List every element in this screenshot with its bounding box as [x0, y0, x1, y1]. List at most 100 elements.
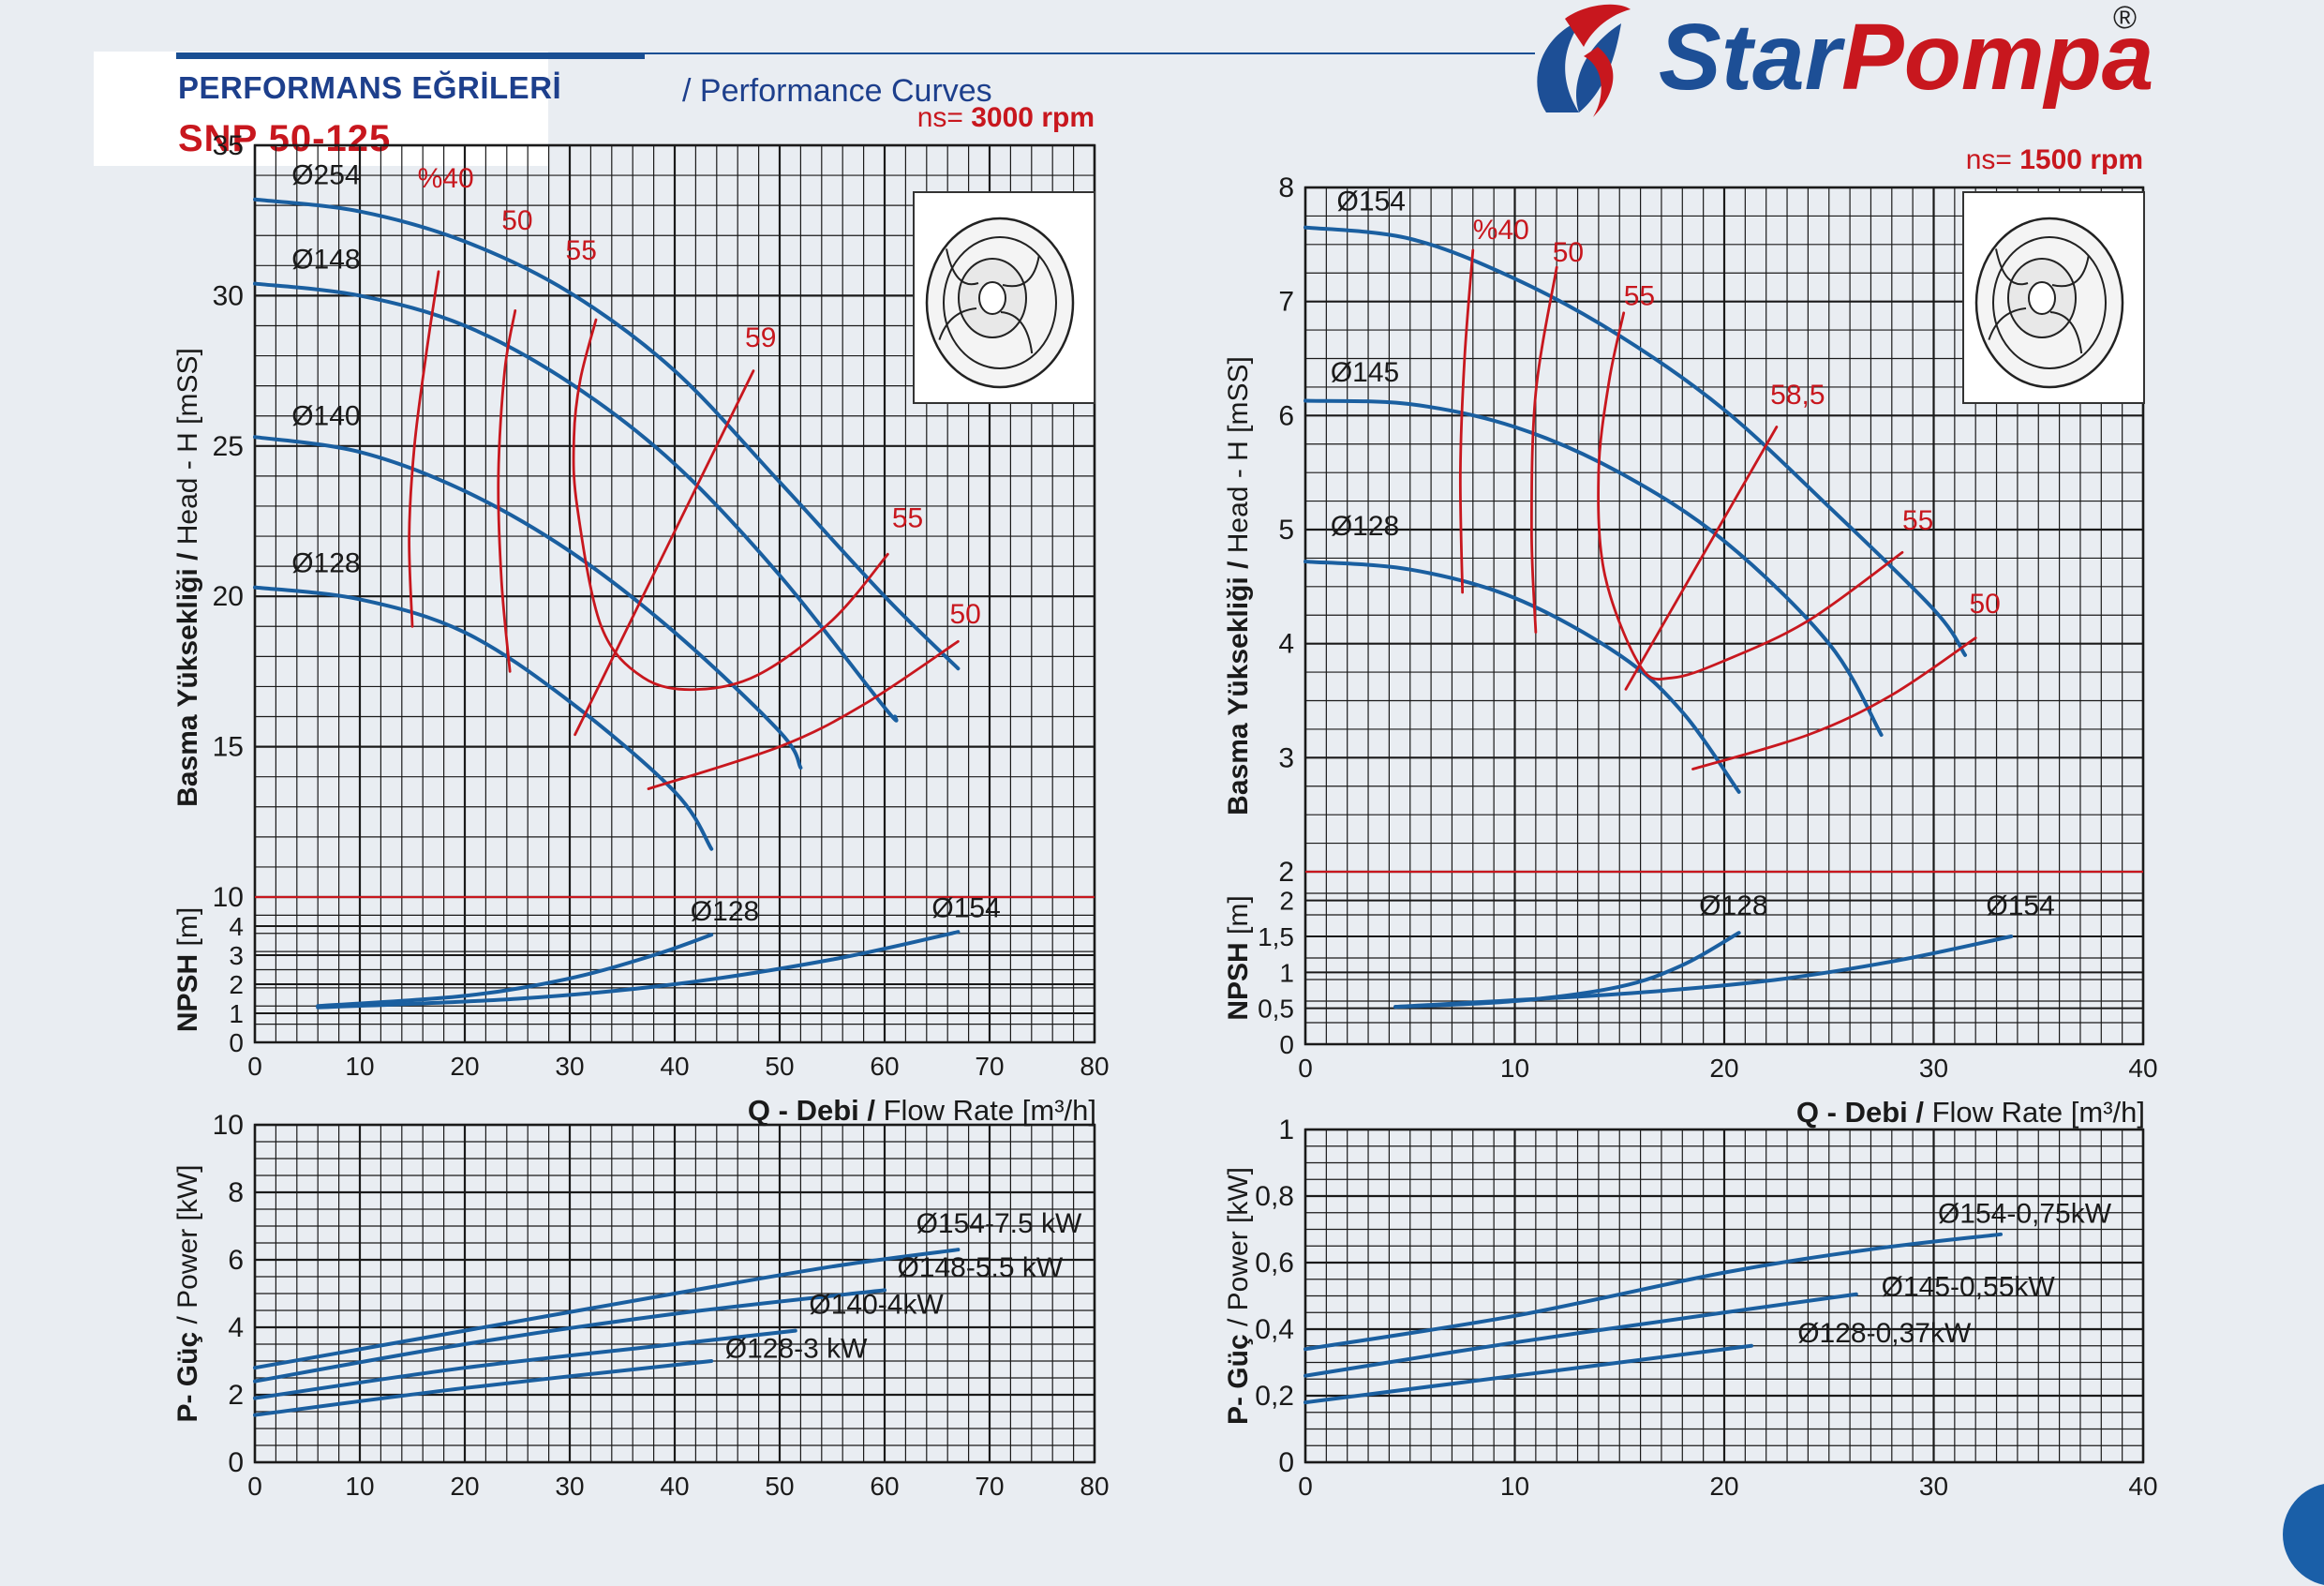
efficiency-label: 50 — [949, 599, 980, 630]
y-tick-label: 4 — [229, 912, 244, 941]
power-curve-label: Ø128-0,37kW — [1797, 1318, 1972, 1349]
power-curve — [1304, 1292, 1858, 1378]
y-tick-label: 3 — [229, 941, 244, 970]
y-tick-label: 20 — [213, 581, 244, 612]
head-axis-title-part: Basma Yüksekliği / — [1223, 553, 1254, 815]
npsh-axis-title-part: NPSH — [1223, 935, 1254, 1021]
x-tick-label: 50 — [765, 1052, 794, 1081]
x-axis-title-part: Flow Rate — [1932, 1096, 2071, 1129]
power-curve-label: Ø128-3 kW — [725, 1333, 868, 1364]
impeller-vane — [2051, 255, 2090, 288]
power-axis-title-part: / Power — [1223, 1223, 1254, 1326]
y-tick-label: 15 — [213, 732, 244, 763]
impeller-vane — [938, 307, 977, 340]
logo-star-text: Star — [1659, 5, 1841, 110]
x-tick-label: 20 — [450, 1052, 479, 1081]
logo-pompa-text: Pompa — [1841, 5, 2154, 110]
x-tick-label: 60 — [870, 1052, 899, 1081]
plot-frame — [1304, 186, 2145, 1046]
y-tick-label: 1,5 — [1258, 922, 1294, 951]
y-tick-label: 1 — [229, 999, 244, 1028]
head-curve-label: Ø128 — [291, 548, 360, 579]
y-tick-label: 2 — [1279, 887, 1294, 916]
npsh-curve — [316, 930, 961, 1010]
npsh-curve-label: Ø154 — [931, 893, 1000, 924]
y-tick-label: 0,2 — [1255, 1381, 1294, 1412]
x-tick-label: 0 — [247, 1052, 262, 1081]
impeller-icon — [1962, 191, 2145, 404]
power-axis-title-part: [kW] — [172, 1164, 203, 1220]
x-tick-label: 20 — [1709, 1472, 1738, 1501]
y-tick-label: 2 — [1278, 857, 1294, 888]
y-tick-label: 4 — [1278, 629, 1294, 660]
speed-value: 1500 rpm — [2019, 144, 2143, 175]
power-axis-title-part: P- Güç — [172, 1324, 203, 1423]
y-tick-label: 0 — [229, 1028, 244, 1057]
y-tick-label: 10 — [213, 1110, 244, 1141]
efficiency-curve — [497, 309, 517, 673]
power-curve-label: Ø145-0,55kW — [1882, 1272, 2056, 1303]
y-tick-label: 8 — [228, 1177, 244, 1208]
y-tick-label: 30 — [213, 280, 244, 311]
head-curve-label: Ø154 — [1337, 186, 1406, 217]
x-axis-title-part: Q - Debi / — [748, 1094, 884, 1127]
efficiency-label: 50 — [1969, 589, 2000, 620]
npsh-curve-label: Ø128 — [691, 896, 759, 927]
y-tick-label: 0 — [228, 1447, 244, 1478]
x-axis-title-part: Q - Debi / — [1796, 1096, 1932, 1129]
x-tick-label: 30 — [555, 1052, 584, 1081]
efficiency-label: 55 — [892, 502, 923, 533]
pump-logo-icon — [1537, 4, 1631, 117]
speed-label: ns= 1500 rpm — [1966, 144, 2143, 175]
efficiency-label: 55 — [566, 235, 597, 266]
npsh-axis-title: NPSH [m] — [172, 907, 203, 1032]
efficiency-curve — [1597, 311, 1904, 681]
speed-value: 3000 rpm — [971, 102, 1095, 133]
y-tick-label: 0,8 — [1255, 1181, 1294, 1212]
impeller-ring — [943, 236, 1057, 369]
power-curve — [253, 1328, 797, 1400]
efficiency-label: 58,5 — [1770, 380, 1825, 411]
efficiency-curve — [1691, 636, 1977, 771]
npsh-curve-label: Ø128 — [1699, 890, 1767, 921]
impeller-ring — [1992, 236, 2107, 369]
x-tick-label: 40 — [2128, 1472, 2157, 1501]
speed-prefix: ns= — [1966, 144, 2020, 175]
x-tick-label: 10 — [1500, 1472, 1529, 1501]
y-tick-label: 0 — [1279, 1030, 1294, 1059]
head-curve — [1304, 225, 1968, 657]
power-curve — [253, 1248, 961, 1370]
plot-frame — [253, 1123, 1096, 1464]
x-tick-label: 0 — [1298, 1054, 1313, 1083]
y-tick-label: 10 — [213, 882, 244, 913]
impeller-vane — [1995, 248, 2029, 286]
y-tick-label: 3 — [1278, 742, 1294, 773]
power-axis-title: P- Güç / Power [kW] — [172, 1164, 203, 1422]
head-axis-title-part: Head - H — [172, 425, 203, 545]
head-curve-label: Ø254 — [291, 160, 360, 191]
impeller-vane — [1000, 311, 1034, 354]
x-tick-label: 30 — [1919, 1472, 1948, 1501]
x-tick-label: 20 — [450, 1472, 479, 1501]
efficiency-curve — [1624, 426, 1779, 691]
y-tick-label: 8 — [1278, 172, 1294, 203]
y-tick-label: 1 — [1278, 1115, 1294, 1145]
head-curve — [1304, 560, 1741, 794]
y-tick-label: 6 — [1278, 400, 1294, 431]
power-curve-label: Ø154-0,75kW — [1938, 1198, 2112, 1229]
efficiency-label: 50 — [1553, 237, 1584, 268]
power-curve — [253, 1359, 714, 1417]
x-tick-label: 60 — [870, 1472, 899, 1501]
x-tick-label: 80 — [1080, 1052, 1109, 1081]
power-curve — [1304, 1232, 2004, 1352]
x-tick-label: 40 — [660, 1472, 689, 1501]
head-curve-label: Ø145 — [1331, 357, 1399, 388]
power-axis-title-part: [kW] — [1223, 1167, 1254, 1223]
impeller-vane — [946, 248, 979, 286]
npsh-curve — [316, 933, 714, 1009]
head-curve — [253, 585, 714, 851]
npsh-curve — [1393, 935, 2014, 1010]
head-curve — [1304, 398, 1884, 737]
efficiency-label: %40 — [1473, 215, 1529, 246]
